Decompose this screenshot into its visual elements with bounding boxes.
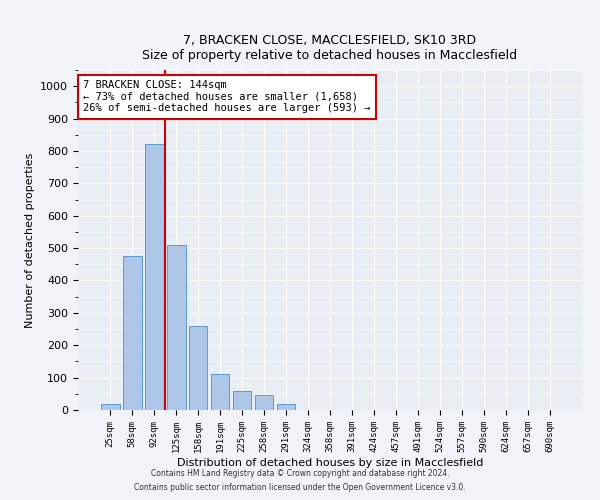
Bar — [145, 144, 164, 410]
Bar — [277, 404, 295, 410]
Bar — [255, 396, 274, 410]
X-axis label: Distribution of detached houses by size in Macclesfield: Distribution of detached houses by size … — [177, 458, 483, 468]
Bar — [189, 326, 208, 410]
Text: Contains public sector information licensed under the Open Government Licence v3: Contains public sector information licen… — [134, 484, 466, 492]
Bar — [211, 374, 229, 410]
Bar — [167, 245, 185, 410]
Text: 7 BRACKEN CLOSE: 144sqm
← 73% of detached houses are smaller (1,658)
26% of semi: 7 BRACKEN CLOSE: 144sqm ← 73% of detache… — [83, 80, 371, 114]
Bar — [123, 256, 142, 410]
Title: 7, BRACKEN CLOSE, MACCLESFIELD, SK10 3RD
Size of property relative to detached h: 7, BRACKEN CLOSE, MACCLESFIELD, SK10 3RD… — [142, 34, 518, 62]
Bar — [101, 404, 119, 410]
Text: Contains HM Land Registry data © Crown copyright and database right 2024.: Contains HM Land Registry data © Crown c… — [151, 468, 449, 477]
Bar — [233, 390, 251, 410]
Y-axis label: Number of detached properties: Number of detached properties — [25, 152, 35, 328]
